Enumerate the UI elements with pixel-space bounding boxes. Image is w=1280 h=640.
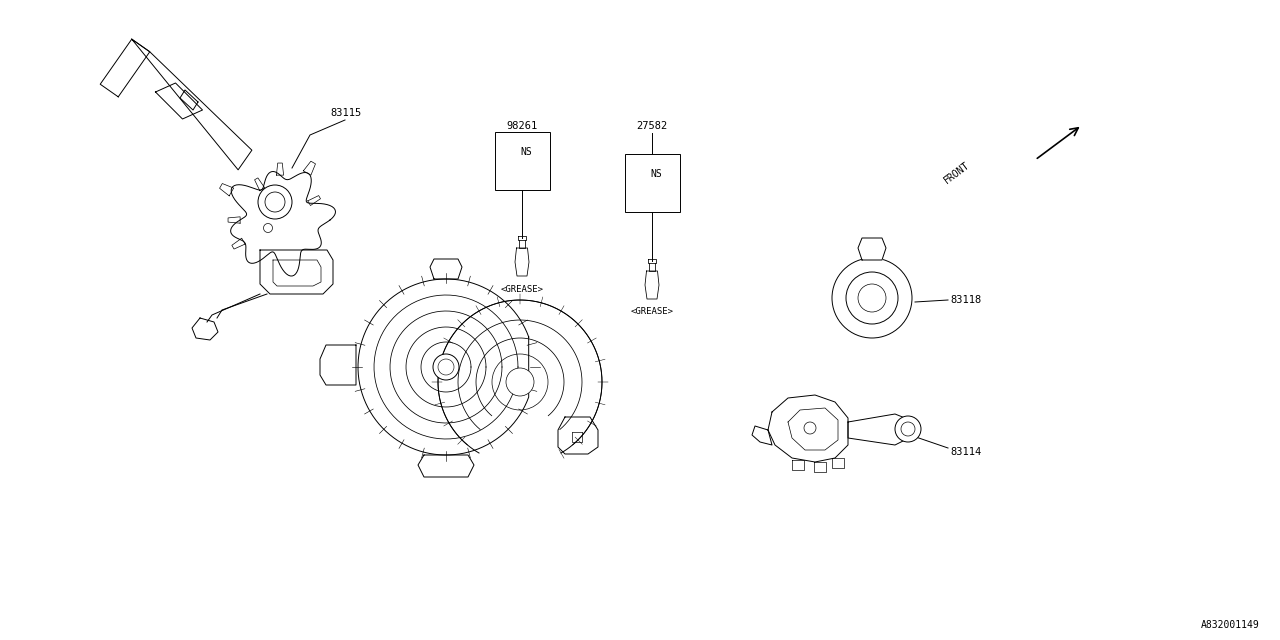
Bar <box>625 154 680 212</box>
Text: A832001149: A832001149 <box>1201 620 1260 630</box>
Circle shape <box>506 368 534 396</box>
Polygon shape <box>100 39 150 97</box>
Polygon shape <box>180 90 198 110</box>
Circle shape <box>264 223 273 232</box>
Polygon shape <box>858 238 886 260</box>
Text: 27582: 27582 <box>636 121 668 131</box>
Text: <GREASE>: <GREASE> <box>631 307 673 316</box>
Text: FRONT: FRONT <box>942 160 972 186</box>
Polygon shape <box>230 172 335 276</box>
Polygon shape <box>832 458 844 468</box>
Circle shape <box>433 354 460 380</box>
Polygon shape <box>768 395 847 462</box>
Circle shape <box>259 185 292 219</box>
Text: NS: NS <box>650 169 662 179</box>
Polygon shape <box>558 417 598 454</box>
Polygon shape <box>430 259 462 279</box>
Bar <box>495 132 550 190</box>
Text: 83114: 83114 <box>950 447 982 457</box>
Text: 98261: 98261 <box>507 121 538 131</box>
Text: <GREASE>: <GREASE> <box>500 285 544 294</box>
Polygon shape <box>192 318 218 340</box>
Polygon shape <box>419 455 474 477</box>
Circle shape <box>895 416 922 442</box>
Polygon shape <box>753 426 772 445</box>
Polygon shape <box>515 248 529 276</box>
Polygon shape <box>645 271 659 299</box>
Text: 83115: 83115 <box>330 108 361 118</box>
Polygon shape <box>320 345 356 385</box>
Polygon shape <box>792 460 804 470</box>
Text: 83118: 83118 <box>950 295 982 305</box>
Polygon shape <box>155 83 202 119</box>
Polygon shape <box>847 414 905 445</box>
Circle shape <box>832 258 913 338</box>
Polygon shape <box>260 250 333 294</box>
Polygon shape <box>358 279 529 455</box>
Text: NS: NS <box>520 147 532 157</box>
Polygon shape <box>132 39 252 170</box>
Polygon shape <box>814 462 826 472</box>
